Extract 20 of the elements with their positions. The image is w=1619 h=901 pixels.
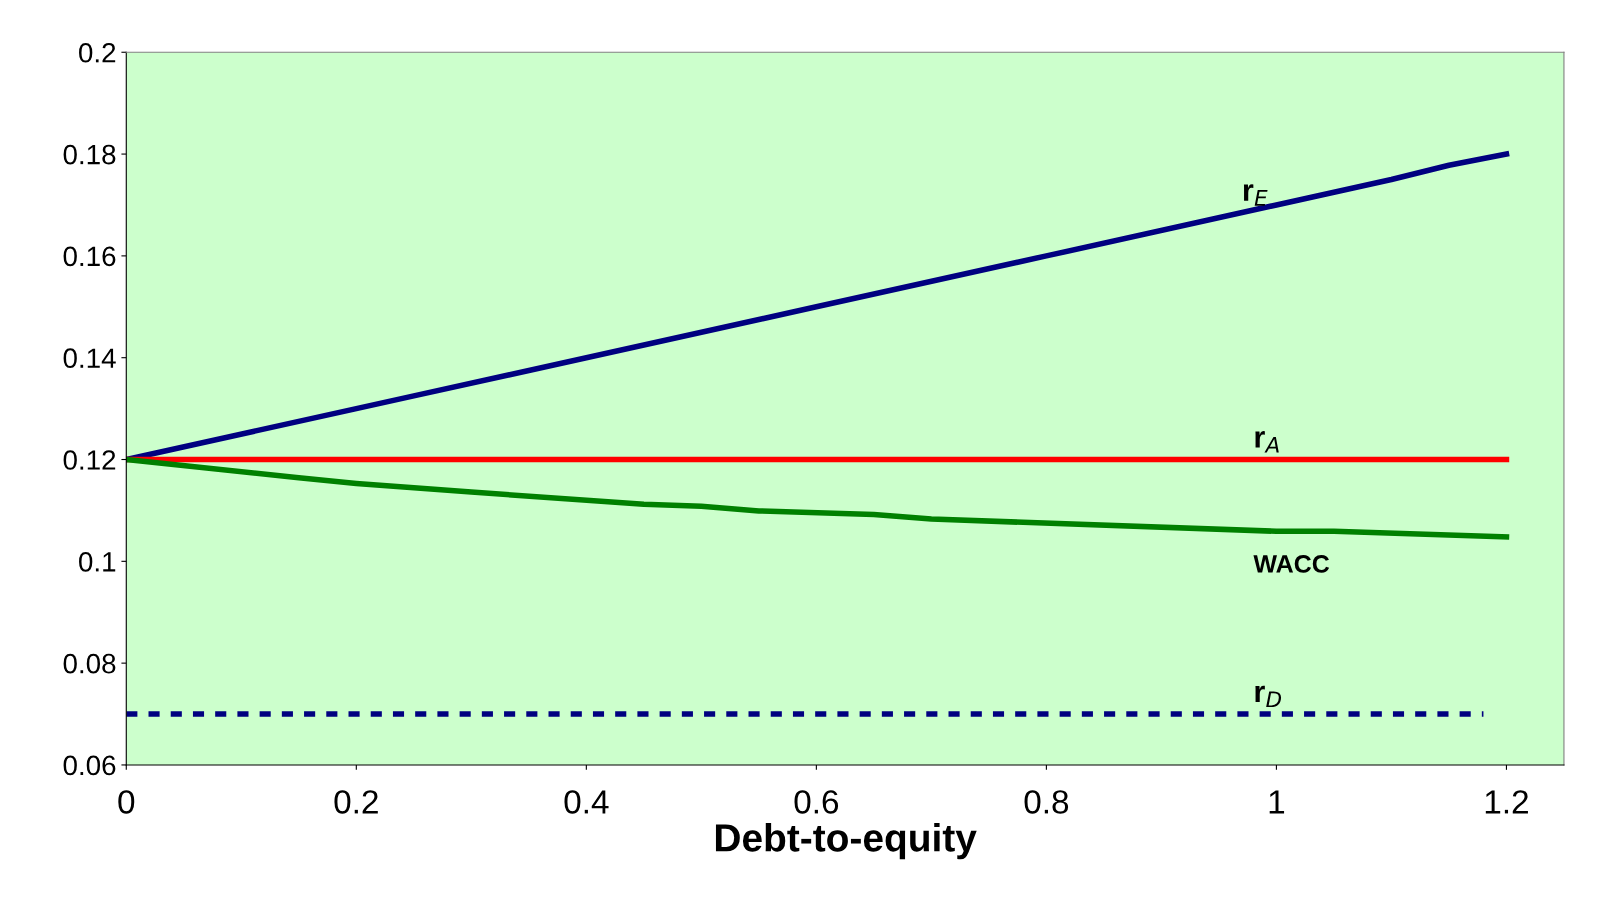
y-tick-label: 0.18 <box>63 144 116 165</box>
x-axis-title: Debt-to-equity <box>715 823 977 860</box>
series-label: r$_{A}$ <box>1255 431 1279 453</box>
y-tick-label: 0.2 <box>79 42 116 63</box>
y-tick-label: 0.1 <box>79 551 116 572</box>
x-tick-label: 1.2 <box>1485 790 1528 814</box>
y-tick-label: 0.16 <box>63 246 116 267</box>
y-tick-label: 0.14 <box>63 348 116 369</box>
x-tick-label: 0 <box>118 790 135 814</box>
series-label: r$_{E}$ <box>1243 184 1268 206</box>
y-tick-label: 0.08 <box>63 653 116 674</box>
x-tick-label: 0.4 <box>564 790 609 814</box>
y-tick-label: 0.06 <box>63 755 116 776</box>
x-tick-label: 0.2 <box>334 790 378 814</box>
series-label: r$_{D}$ <box>1255 685 1282 708</box>
x-tick-label: 0.6 <box>794 790 839 814</box>
series-label: WACC <box>1253 555 1330 573</box>
x-tick-label: 1 <box>1269 790 1285 814</box>
y-tick-label: 0.12 <box>63 450 116 470</box>
x-tick-label: 0.8 <box>1024 790 1069 814</box>
